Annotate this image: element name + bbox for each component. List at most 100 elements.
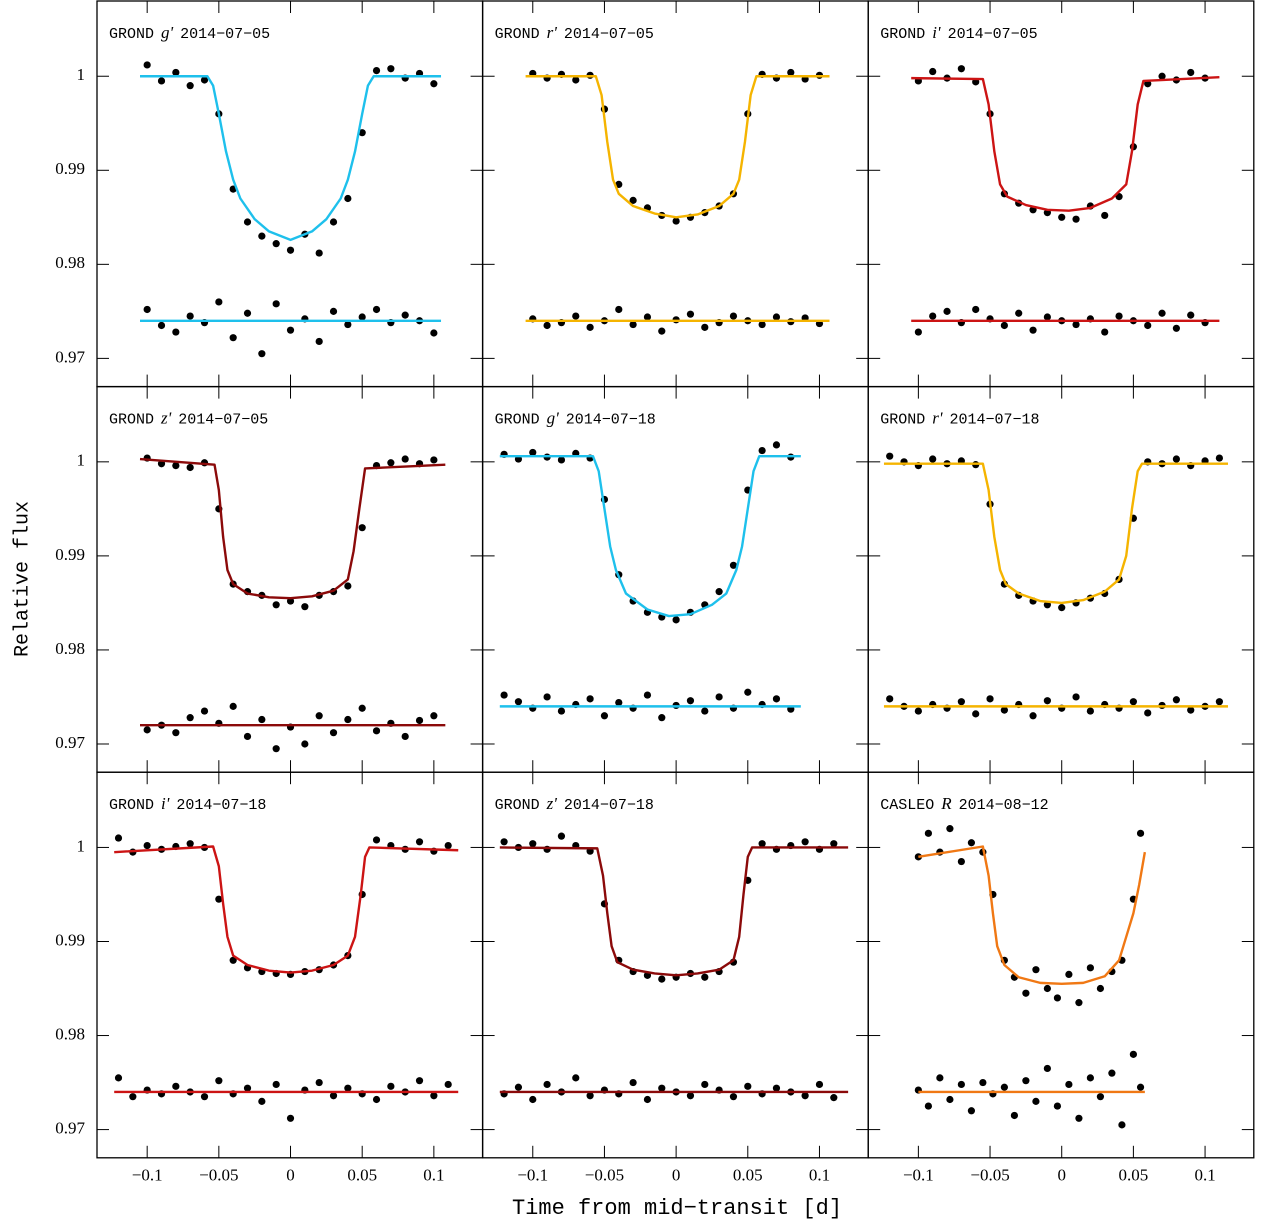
data-point bbox=[500, 691, 508, 699]
y-tick-label: 0.97 bbox=[55, 1118, 85, 1137]
data-point bbox=[372, 836, 381, 844]
data-point bbox=[243, 309, 252, 317]
data-point bbox=[514, 1083, 523, 1091]
model-line bbox=[499, 455, 801, 618]
panel: −0.1 −0.05 0 0.05 0.1 GROND z' 2014−07−18 bbox=[481, 771, 869, 1185]
data-point bbox=[1187, 706, 1195, 714]
data-point bbox=[1172, 455, 1180, 463]
data-point bbox=[286, 326, 295, 334]
x-tick-label: 0 bbox=[286, 1166, 295, 1185]
data-point bbox=[1000, 321, 1008, 330]
data-point bbox=[157, 77, 166, 85]
data-point bbox=[258, 1097, 266, 1105]
data-point bbox=[344, 582, 352, 590]
data-point bbox=[643, 691, 652, 699]
data-point bbox=[924, 829, 933, 837]
panel-frame bbox=[481, 385, 869, 773]
data-point bbox=[686, 310, 695, 318]
data-point bbox=[243, 1084, 252, 1092]
data-point bbox=[200, 76, 209, 84]
data-point bbox=[744, 1082, 752, 1090]
data-point bbox=[529, 1095, 537, 1104]
data-point bbox=[943, 307, 951, 315]
data-point bbox=[172, 1082, 180, 1090]
data-point bbox=[1029, 712, 1037, 720]
data-point bbox=[686, 697, 695, 705]
x-tick-label: −0.05 bbox=[199, 1166, 238, 1185]
data-point bbox=[1086, 707, 1094, 715]
data-point bbox=[586, 323, 594, 331]
data-point bbox=[301, 740, 309, 748]
data-point bbox=[243, 218, 252, 226]
x-tick-label: 0.1 bbox=[423, 1166, 444, 1185]
panel-frame bbox=[867, 771, 1255, 1159]
panel-frame bbox=[481, 771, 869, 1159]
data-point bbox=[957, 857, 965, 866]
data-point bbox=[430, 456, 438, 464]
data-point bbox=[772, 313, 781, 321]
data-point bbox=[629, 1078, 637, 1087]
data-point bbox=[401, 455, 409, 463]
data-point bbox=[1096, 984, 1105, 993]
data-point bbox=[387, 459, 395, 467]
data-point bbox=[967, 1107, 976, 1115]
panel: GROND r' 2014−07−18 bbox=[867, 385, 1255, 773]
data-point bbox=[572, 312, 580, 320]
band: z' bbox=[160, 409, 172, 428]
data-point bbox=[1215, 454, 1223, 462]
data-point bbox=[415, 838, 424, 846]
data-point bbox=[315, 1078, 323, 1087]
date: 2014−07−05 bbox=[948, 26, 1038, 43]
data-point bbox=[200, 1093, 209, 1101]
data-point bbox=[430, 329, 438, 337]
model-line bbox=[525, 75, 830, 219]
panel-title: GROND i' 2014−07−18 bbox=[109, 794, 266, 814]
data-point bbox=[387, 1082, 395, 1090]
data-point bbox=[701, 323, 709, 331]
data-point bbox=[1075, 1114, 1083, 1122]
data-point bbox=[543, 693, 551, 701]
data-point bbox=[430, 712, 438, 720]
data-point bbox=[344, 194, 352, 203]
x-tick-label: −0.05 bbox=[970, 1166, 1009, 1185]
y-tick-label: 0.97 bbox=[55, 733, 85, 752]
data-point bbox=[215, 298, 223, 306]
panel-title: GROND g' 2014−07−05 bbox=[109, 23, 270, 43]
data-point bbox=[986, 695, 994, 703]
data-point bbox=[924, 1102, 933, 1110]
data-point bbox=[936, 1074, 944, 1082]
data-point bbox=[672, 616, 680, 624]
date: 2014−07−18 bbox=[564, 797, 654, 814]
panel: GROND g' 2014−07−18 bbox=[481, 385, 869, 773]
data-point bbox=[1158, 309, 1166, 317]
data-point bbox=[272, 240, 280, 248]
data-point bbox=[186, 82, 194, 90]
data-point bbox=[729, 1093, 738, 1101]
model-line bbox=[499, 846, 849, 977]
data-point bbox=[186, 714, 194, 722]
instrument: GROND bbox=[880, 412, 925, 429]
data-point bbox=[529, 448, 537, 457]
data-point bbox=[315, 712, 323, 720]
data-point bbox=[1129, 698, 1137, 706]
data-point bbox=[658, 327, 666, 335]
data-point bbox=[729, 561, 738, 569]
data-point bbox=[629, 320, 637, 329]
data-point bbox=[1072, 215, 1080, 223]
data-point bbox=[415, 716, 424, 725]
data-point bbox=[1101, 328, 1109, 336]
data-point bbox=[658, 975, 666, 983]
data-point bbox=[172, 462, 180, 470]
data-point bbox=[600, 712, 609, 720]
data-point bbox=[957, 1080, 965, 1089]
data-point bbox=[358, 129, 366, 137]
data-point bbox=[1086, 964, 1094, 972]
data-point bbox=[1058, 604, 1066, 612]
model-line bbox=[911, 75, 1220, 212]
instrument: GROND bbox=[495, 412, 540, 429]
data-point bbox=[315, 337, 323, 346]
instrument: CASLEO bbox=[880, 797, 934, 814]
data-point bbox=[1015, 309, 1023, 317]
data-point bbox=[1187, 68, 1195, 77]
